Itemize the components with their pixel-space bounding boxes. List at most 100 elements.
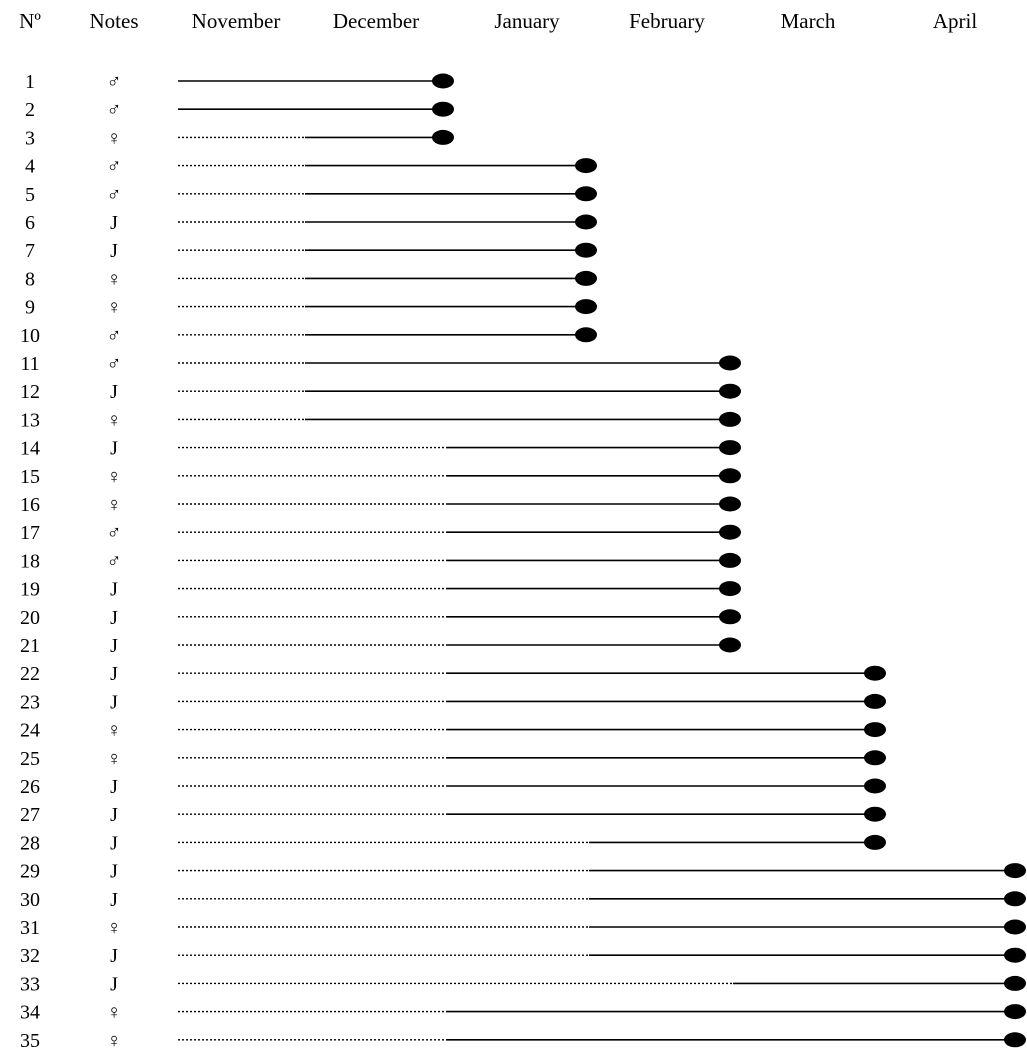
row-note: J — [110, 212, 118, 234]
row-35: 35 ♀ — [20, 1030, 1026, 1052]
row-note: J — [110, 240, 118, 262]
row-note: J — [110, 889, 118, 911]
row-number: 34 — [20, 1002, 40, 1024]
row-note: ♀ — [107, 268, 122, 290]
row-22: 22 J — [20, 663, 886, 685]
end-dot — [864, 722, 886, 738]
row-number: 19 — [20, 579, 40, 601]
end-dot — [1004, 919, 1026, 935]
end-dot — [575, 327, 597, 343]
row-note: ♂ — [107, 156, 122, 178]
row-31: 31 ♀ — [20, 917, 1026, 939]
row-note: ♂ — [107, 522, 122, 544]
row-14: 14 J — [20, 438, 741, 460]
row-number: 31 — [20, 917, 40, 939]
row-note: ♀ — [107, 1002, 122, 1024]
end-dot — [1004, 975, 1026, 991]
row-28: 28 J — [20, 832, 886, 854]
end-dot — [719, 468, 741, 484]
row-number: 5 — [25, 184, 35, 206]
month-header-january: January — [494, 9, 560, 33]
end-dot — [432, 101, 454, 117]
end-dot — [432, 73, 454, 89]
header-number: Nº — [19, 9, 41, 33]
row-number: 7 — [25, 240, 35, 262]
row-number: 35 — [20, 1030, 40, 1052]
row-9: 9 ♀ — [25, 297, 597, 319]
row-note: ♀ — [107, 466, 122, 488]
end-dot — [719, 581, 741, 597]
row-note: ♀ — [107, 748, 122, 770]
end-dot — [575, 158, 597, 174]
end-dot — [864, 806, 886, 822]
row-number: 29 — [20, 861, 40, 883]
row-number: 11 — [20, 353, 39, 375]
row-3: 3 ♀ — [25, 127, 454, 149]
row-note: J — [110, 832, 118, 854]
row-number: 24 — [20, 720, 40, 742]
row-number: 32 — [20, 945, 40, 967]
row-number: 2 — [25, 99, 35, 121]
row-note: ♀ — [107, 917, 122, 939]
end-dot — [1004, 1004, 1026, 1020]
row-27: 27 J — [20, 804, 886, 826]
row-number: 15 — [20, 466, 40, 488]
row-number: 4 — [25, 156, 35, 178]
row-note: ♀ — [107, 1030, 122, 1052]
row-12: 12 J — [20, 381, 741, 403]
row-10: 10 ♂ — [20, 325, 597, 347]
row-17: 17 ♂ — [20, 522, 741, 544]
month-header-april: April — [933, 9, 977, 33]
end-dot — [1004, 947, 1026, 963]
row-note: J — [110, 861, 118, 883]
end-dot — [575, 242, 597, 258]
row-number: 9 — [25, 297, 35, 319]
end-dot — [719, 355, 741, 371]
row-21: 21 J — [20, 635, 741, 657]
end-dot — [719, 524, 741, 540]
row-note: J — [110, 776, 118, 798]
row-number: 20 — [20, 607, 40, 629]
end-dot — [719, 496, 741, 512]
row-note: J — [110, 381, 118, 403]
row-number: 6 — [25, 212, 35, 234]
month-header-march: March — [781, 9, 836, 33]
row-number: 21 — [20, 635, 40, 657]
end-dot — [575, 186, 597, 202]
row-number: 14 — [20, 438, 40, 460]
header-notes: Notes — [90, 9, 139, 33]
end-dot — [1004, 891, 1026, 907]
row-number: 3 — [25, 127, 35, 149]
end-dot — [864, 665, 886, 681]
row-note: ♂ — [107, 184, 122, 206]
row-note: ♀ — [107, 127, 122, 149]
month-header-december: December — [333, 9, 419, 33]
row-note: ♀ — [107, 494, 122, 516]
row-4: 4 ♂ — [25, 156, 597, 178]
row-number: 8 — [25, 268, 35, 290]
row-note: ♀ — [107, 297, 122, 319]
end-dot — [432, 129, 454, 145]
row-25: 25 ♀ — [20, 748, 886, 770]
row-note: ♂ — [107, 353, 122, 375]
month-header-november: November — [192, 9, 281, 33]
header-row: Nº Notes November December January February… — [19, 9, 977, 33]
row-note: J — [110, 579, 118, 601]
row-note: J — [110, 945, 118, 967]
row-number: 1 — [25, 71, 35, 93]
rows-group: 1 ♂2 ♂3 ♀4 ♂5 ♂6 J7 J8 ♀9 ♀10 ♂11 ♂12 J13 ♀14 J15 ♀16 ♀1… — [20, 71, 1026, 1052]
row-number: 18 — [20, 550, 40, 572]
row-number: 25 — [20, 748, 40, 770]
row-number: 23 — [20, 691, 40, 713]
end-dot — [864, 778, 886, 794]
row-13: 13 ♀ — [20, 409, 741, 431]
end-dot — [864, 693, 886, 709]
row-34: 34 ♀ — [20, 1002, 1026, 1024]
row-number: 27 — [20, 804, 40, 826]
row-number: 17 — [20, 522, 40, 544]
end-dot — [719, 440, 741, 456]
row-note: ♂ — [107, 325, 122, 347]
row-number: 22 — [20, 663, 40, 685]
